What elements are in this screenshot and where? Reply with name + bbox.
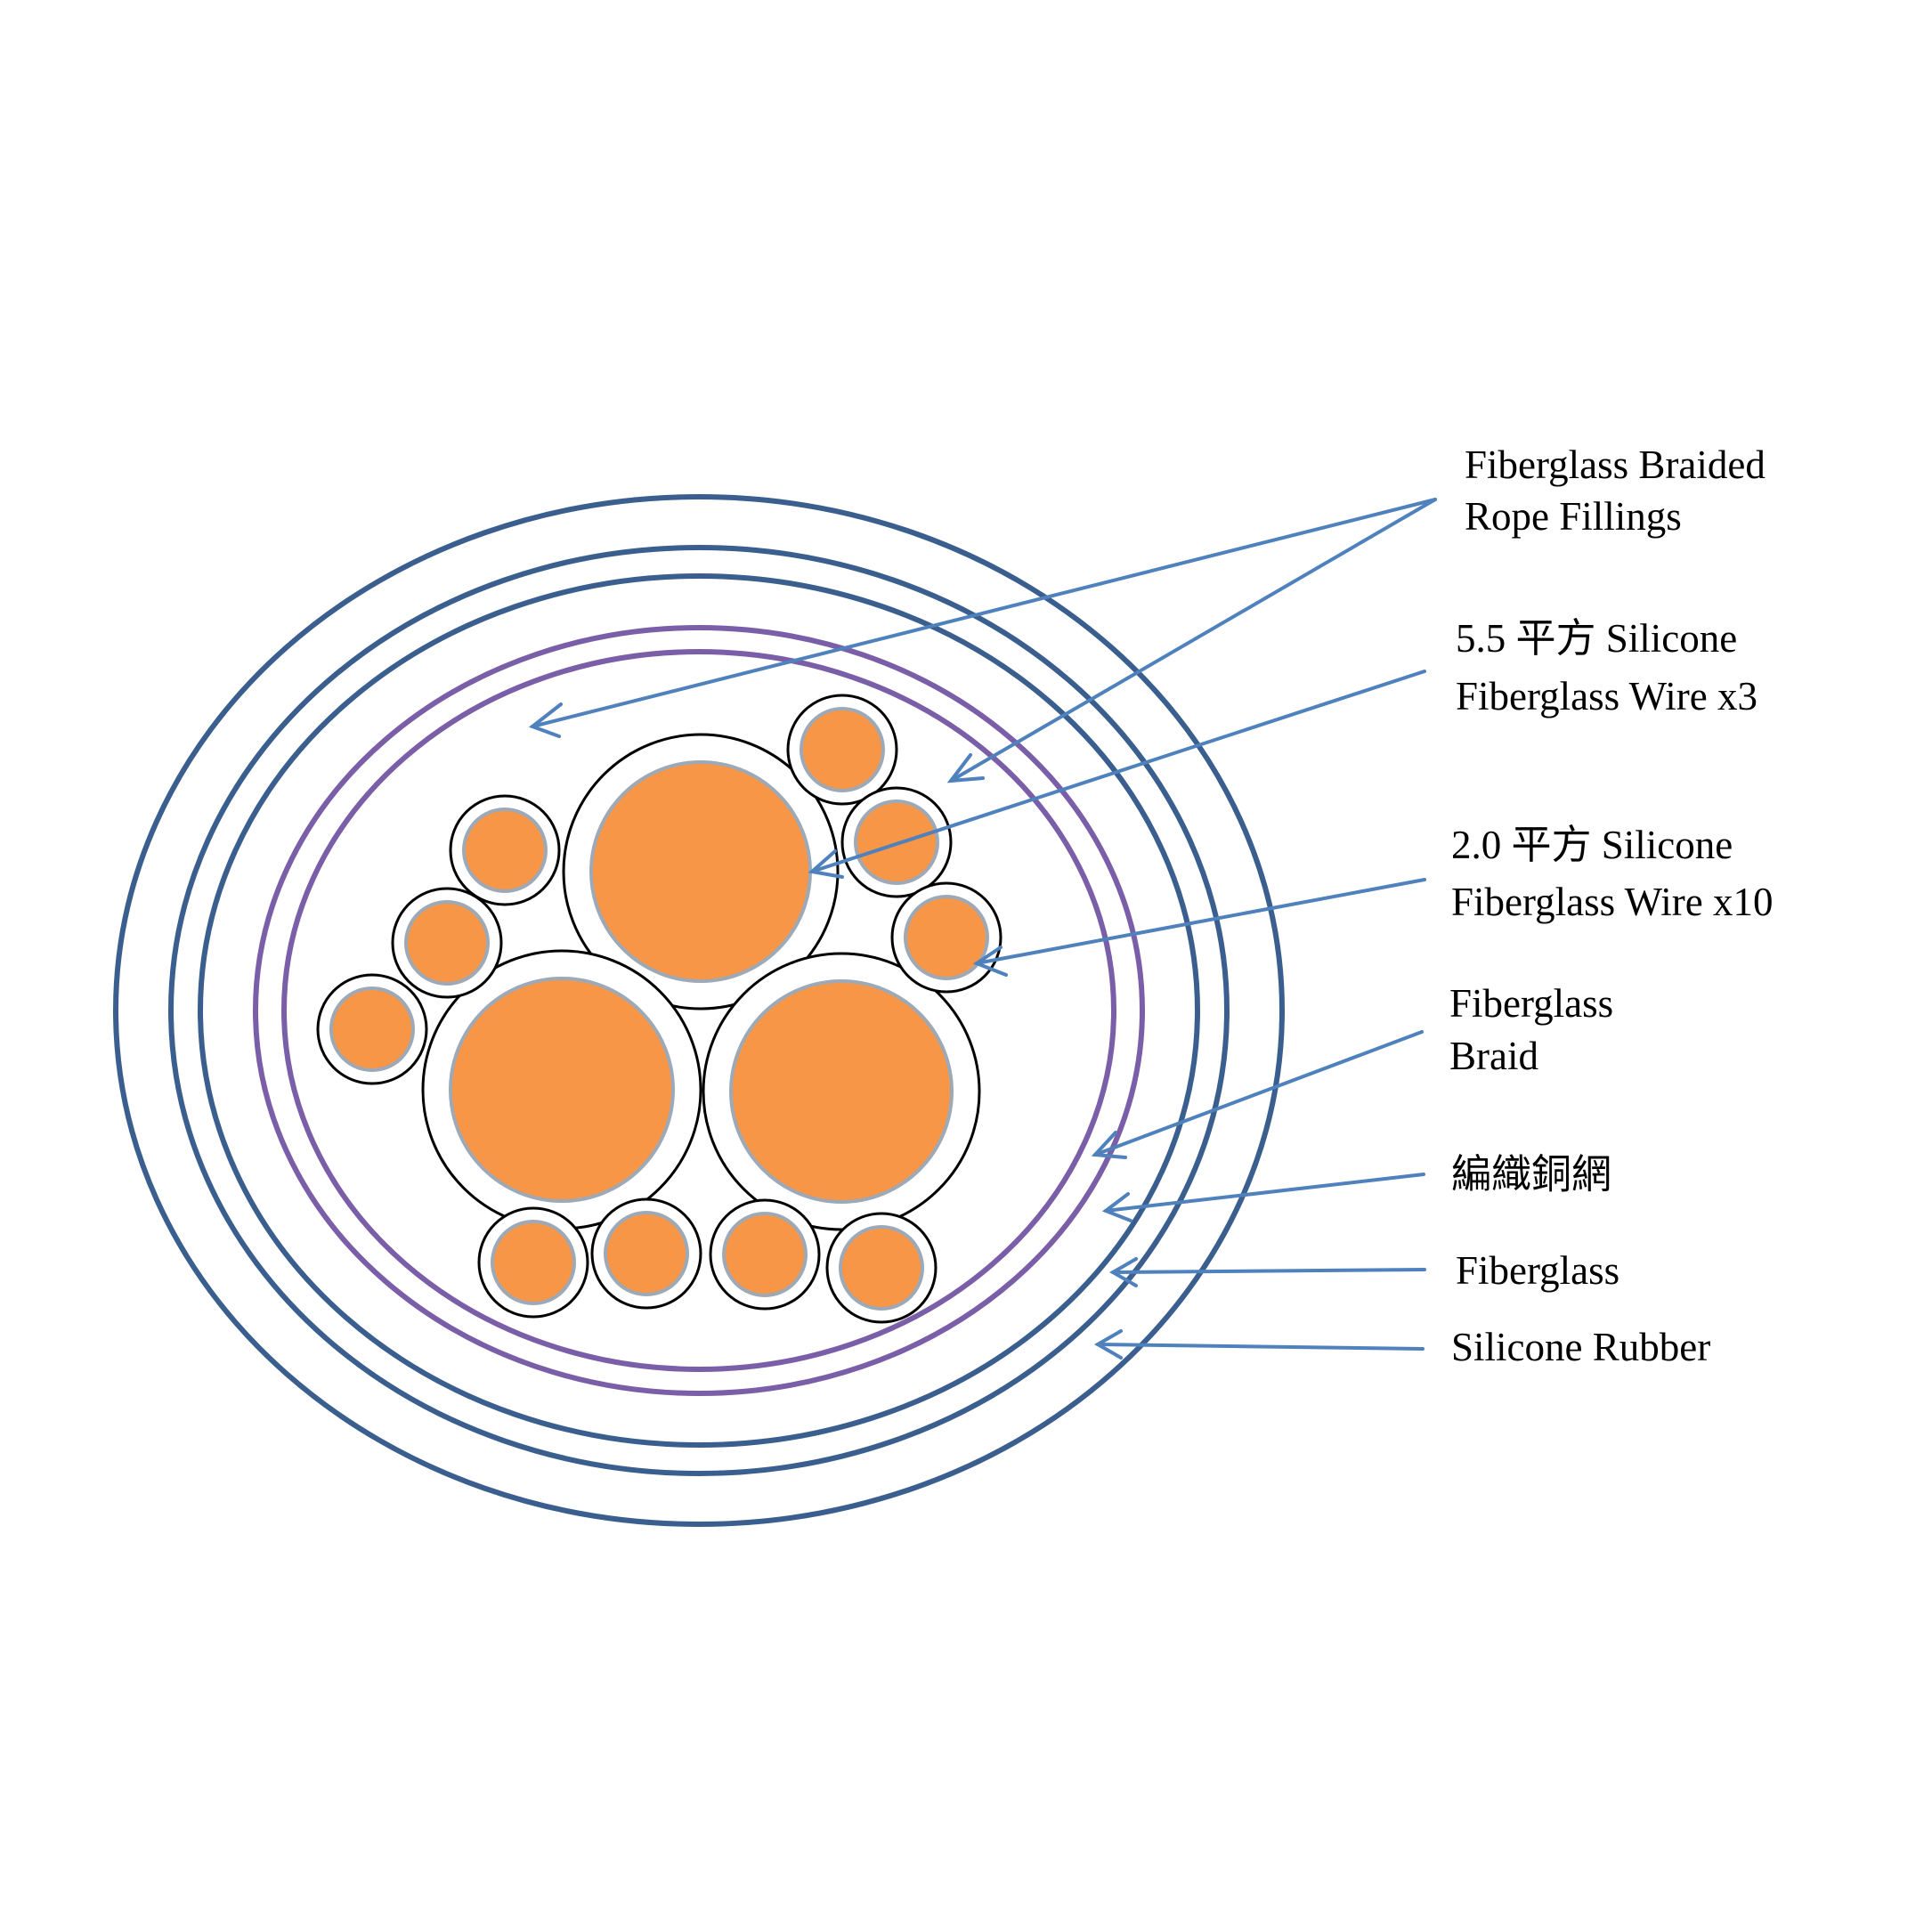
small-wire-conductor: [800, 707, 885, 792]
leader-rope-fillings-a: [528, 498, 1437, 738]
leader-rope-fillings-b: [946, 498, 1437, 783]
fiberglass-braid-ring: [281, 649, 1116, 1372]
label-fiberglass-braid-line1: Fiberglass: [1449, 981, 1613, 1026]
small-wire-conductor: [722, 1212, 808, 1297]
fiberglass-ring-outer: [168, 545, 1230, 1476]
leader-wire-55: [808, 670, 1426, 879]
small-wire: [890, 881, 1003, 994]
label-wire-55-line1: 5.5 平方 Silicone: [1456, 616, 1737, 661]
labels: Fiberglass Braided Rope Fillings 5.5 平方 …: [1449, 442, 1774, 1369]
small-wire-conductor: [491, 1220, 576, 1305]
leader-fiberglass: [1108, 1257, 1426, 1287]
small-wire: [449, 794, 561, 906]
label-wire-55-line2: Fiberglass Wire x3: [1456, 674, 1757, 718]
small-wire: [316, 973, 428, 1085]
small-wire-conductor: [329, 986, 415, 1072]
small-wire: [477, 1206, 589, 1319]
label-rope-fillings-line2: Rope Fillings: [1465, 494, 1682, 539]
label-wire-20-line2: Fiberglass Wire x10: [1451, 880, 1774, 924]
large-wire-top: [562, 733, 840, 1011]
small-wire: [825, 1212, 938, 1324]
label-fiberglass-braid-line2: Braid: [1449, 1034, 1538, 1078]
small-wires: [316, 694, 1003, 1324]
silicone-rubber-ring: [113, 494, 1285, 1527]
small-wire-conductor: [604, 1211, 689, 1296]
leader-wire-20: [972, 878, 1426, 977]
small-wire: [709, 1198, 821, 1311]
copper-braid-ring: [253, 625, 1145, 1396]
large-wire-right: [702, 952, 981, 1231]
label-fiberglass: Fiberglass: [1456, 1248, 1619, 1293]
sheath-rings: [113, 494, 1285, 1527]
small-wire: [590, 1197, 702, 1310]
large-wire-conductor: [589, 760, 812, 983]
label-copper-braid: 編織銅網: [1451, 1152, 1611, 1197]
small-wire: [391, 887, 503, 999]
leader-copper-braid: [1101, 1173, 1425, 1222]
large-wires: [421, 733, 981, 1231]
label-rope-fillings-line1: Fiberglass Braided: [1465, 442, 1766, 487]
large-wire-conductor: [449, 977, 675, 1203]
leader-lines: [528, 498, 1437, 1360]
small-wire-conductor: [839, 1225, 924, 1311]
fiberglass-ring-inner: [198, 573, 1200, 1448]
small-wire-conductor: [404, 900, 490, 986]
leader-silicone-rubber: [1093, 1329, 1425, 1360]
label-wire-20-line1: 2.0 平方 Silicone: [1451, 823, 1733, 867]
leader-fiberglass-braid: [1091, 1030, 1424, 1159]
small-wire: [786, 694, 898, 806]
small-wire-conductor: [904, 895, 989, 980]
large-wire-conductor: [729, 979, 954, 1204]
small-wire-conductor: [462, 808, 548, 893]
label-silicone-rubber: Silicone Rubber: [1451, 1325, 1710, 1369]
large-wire-left: [421, 949, 702, 1230]
